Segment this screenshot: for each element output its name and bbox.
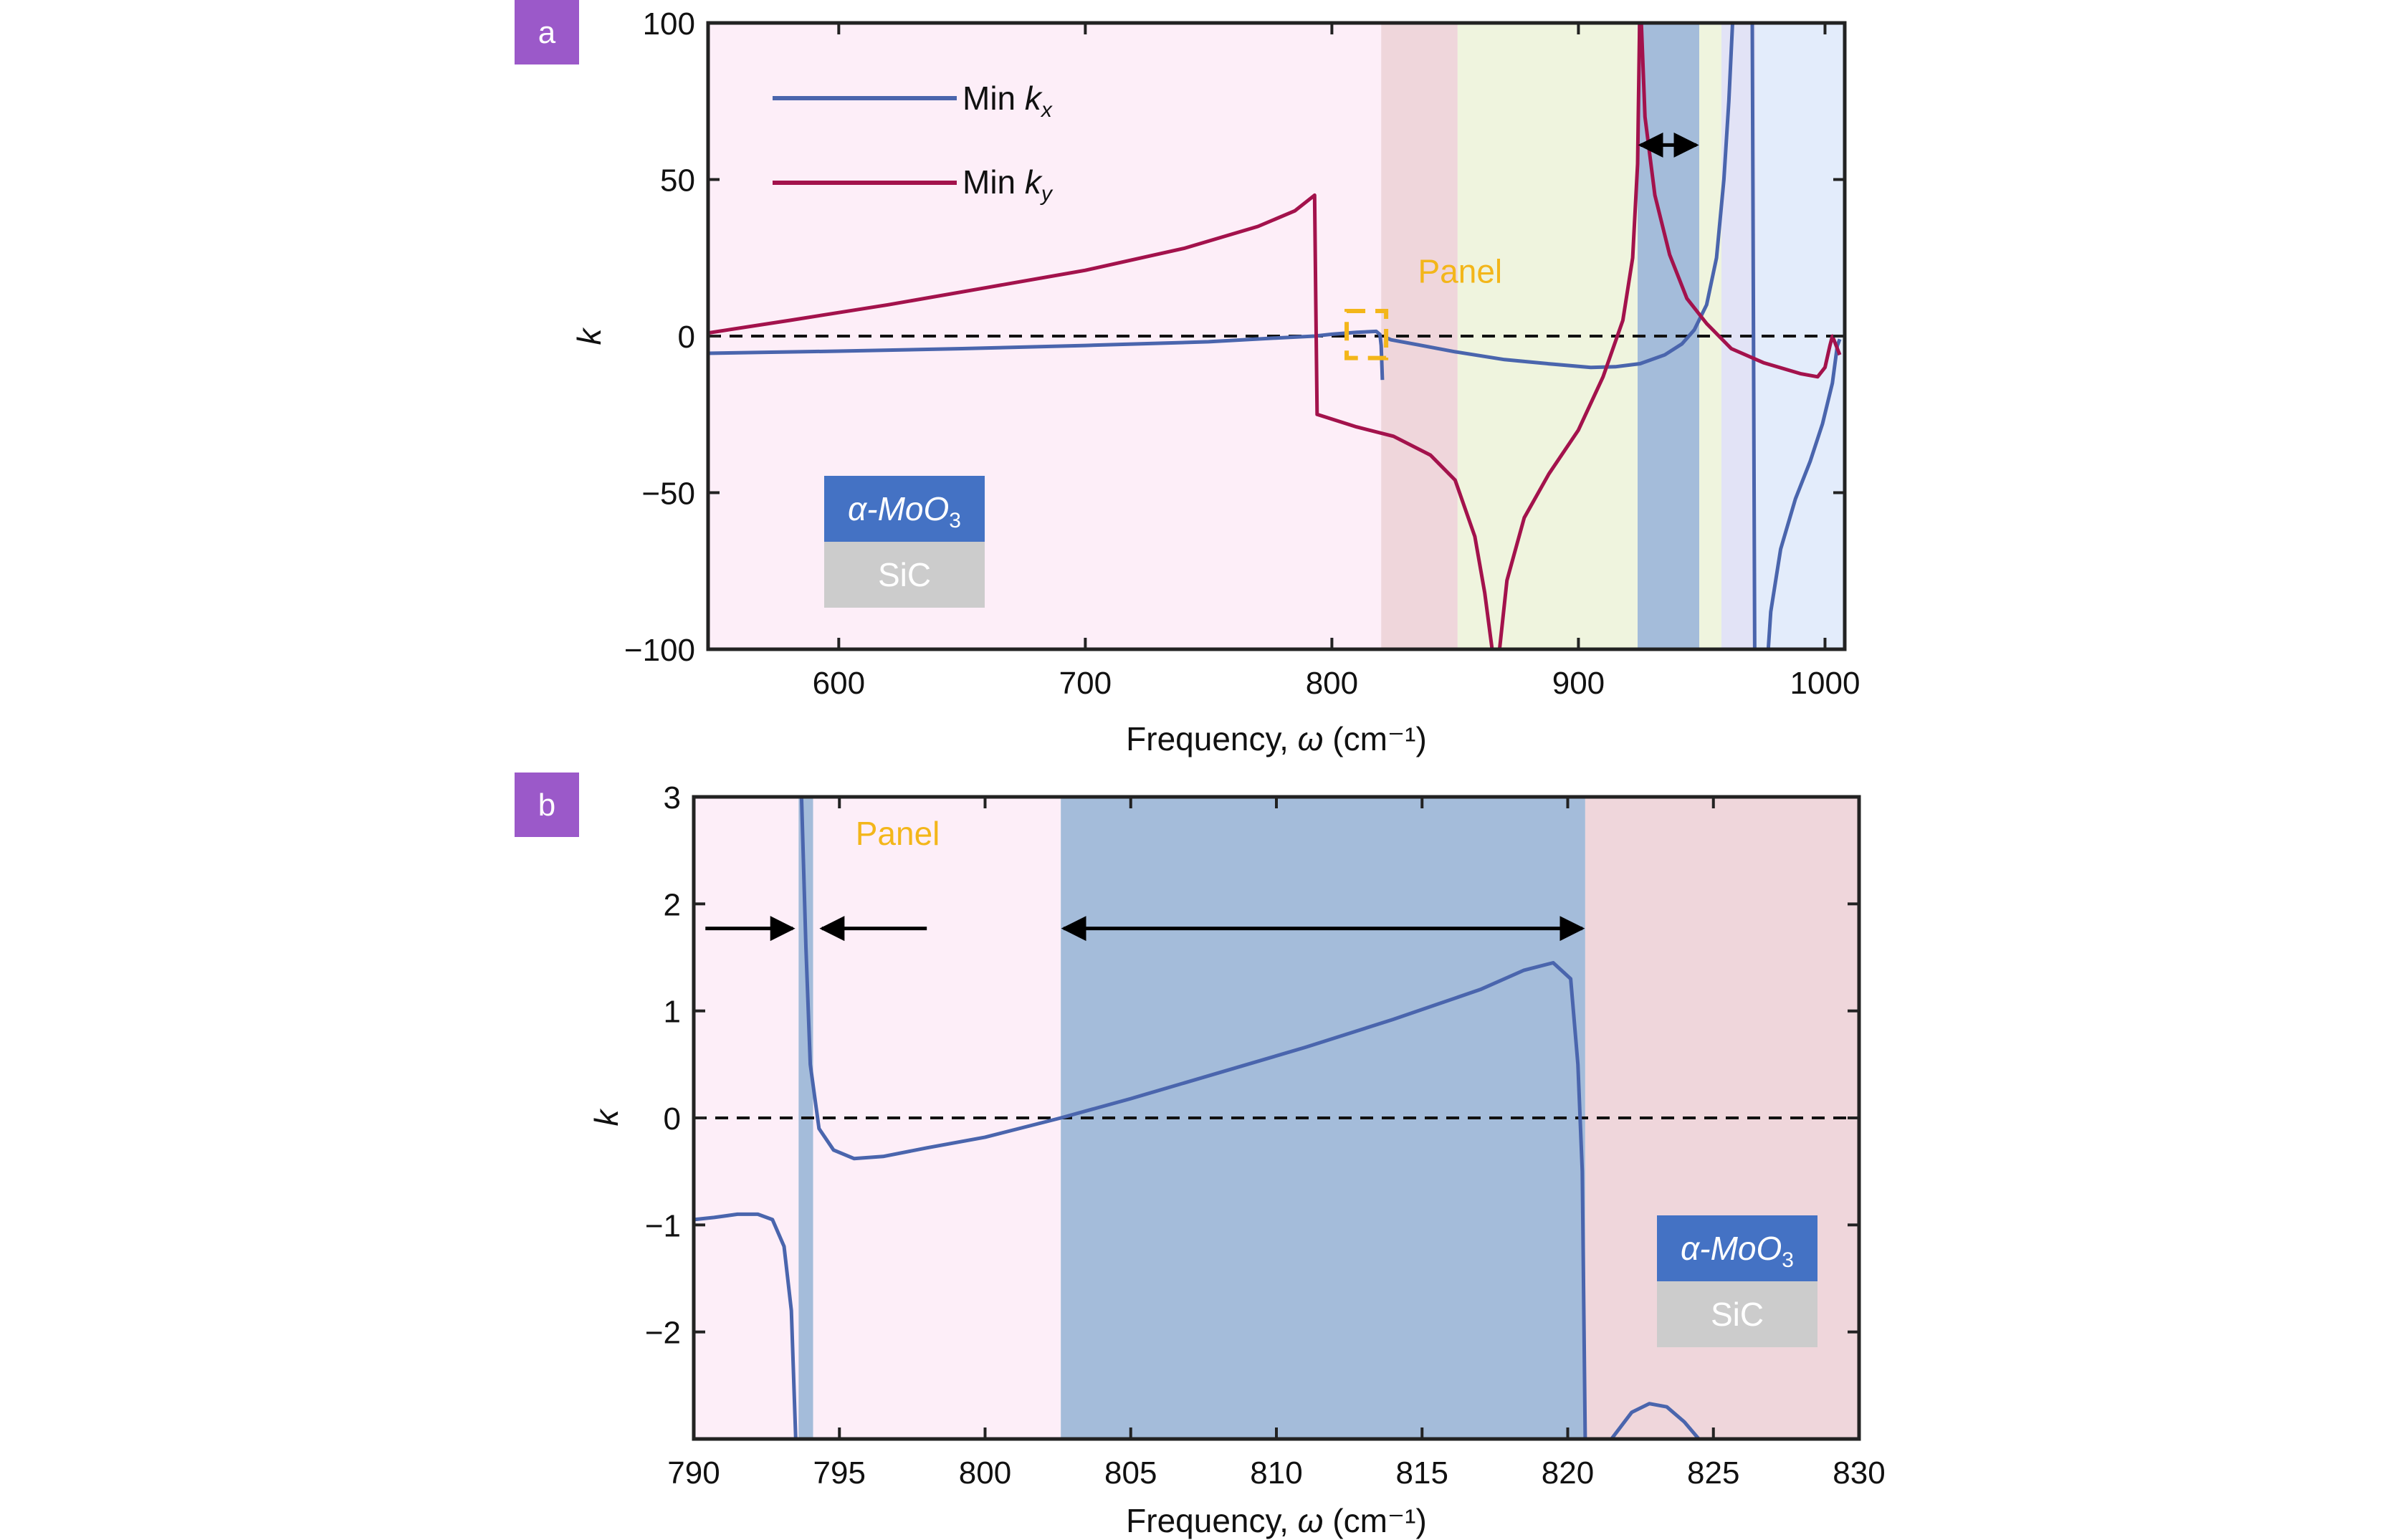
legend-label-ky: Min ky bbox=[962, 163, 1054, 206]
panel-label-b: b bbox=[538, 788, 555, 823]
x-tick-label: 815 bbox=[1396, 1455, 1448, 1491]
series-line-kx-segment-3 bbox=[1748, 23, 1757, 649]
x-axis-label-b: Frequency, ω (cm⁻¹) bbox=[1126, 1502, 1427, 1539]
series-line-ky-segment-1 bbox=[708, 193, 1494, 649]
material-top-swatch-a bbox=[824, 476, 985, 542]
annotations-b: Panel bbox=[705, 815, 1585, 942]
series-line-kx-segment-3 bbox=[1610, 1402, 1701, 1439]
y-tick-label: 100 bbox=[643, 6, 695, 42]
x-tick-label: 700 bbox=[1059, 666, 1112, 701]
material-top-label-a: α-MoO3 bbox=[848, 490, 961, 532]
material-bottom-swatch-b bbox=[1657, 1281, 1817, 1347]
x-tick-label: 830 bbox=[1833, 1455, 1885, 1491]
y-tick-label: 50 bbox=[660, 163, 695, 199]
x-tick-label: 810 bbox=[1250, 1455, 1302, 1491]
data-series-b bbox=[694, 797, 1701, 1439]
y-axis-label-a: k bbox=[570, 327, 608, 345]
material-top-label-b: α-MoO3 bbox=[1681, 1230, 1794, 1272]
y-axis-label-b: k bbox=[588, 1109, 625, 1127]
material-bottom-label-a: SiC bbox=[878, 556, 931, 593]
panel-annotation-text: Panel bbox=[1418, 253, 1502, 290]
legend-label-kx: Min kx bbox=[962, 80, 1053, 122]
zoom-region-dashed-box bbox=[1344, 309, 1389, 360]
annotations-a: Panel bbox=[1344, 132, 1699, 360]
legend-a: Min kx Min ky bbox=[773, 80, 1054, 206]
y-tick-label: 0 bbox=[664, 1101, 681, 1137]
material-bottom-label-b: SiC bbox=[1711, 1296, 1764, 1333]
chart-panel-a: 600 700 800 900 1000 −100 −50 0 50 100 a Frequenc… bbox=[515, 0, 1860, 757]
y-tick-label: −1 bbox=[645, 1208, 681, 1243]
axis-ticks-a: 600 700 800 900 1000 −100 −50 0 50 100 bbox=[624, 6, 1860, 701]
material-bottom-swatch-a bbox=[824, 542, 985, 608]
panel-label-badge-a bbox=[515, 0, 579, 64]
x-tick-label: 900 bbox=[1552, 666, 1605, 701]
series-line-kx-segment-4 bbox=[1766, 338, 1842, 649]
y-tick-label: −2 bbox=[645, 1316, 681, 1351]
y-tick-label: 2 bbox=[664, 887, 681, 922]
panel-annotation-text: Panel bbox=[856, 815, 940, 852]
x-axis-label-a: Frequency, ω (cm⁻¹) bbox=[1126, 720, 1427, 757]
x-tick-label: 1000 bbox=[1790, 666, 1860, 701]
series-line-ky-segment-2 bbox=[1497, 23, 1642, 649]
axis-ticks-b: 790 795 800 805 810 815 820 825 830 −2 −1 0 1 2 3 bbox=[645, 780, 1886, 1491]
y-tick-label: 1 bbox=[664, 995, 681, 1030]
series-line-kx-segment-1 bbox=[694, 1212, 798, 1439]
series-line-kx-segment-2 bbox=[1385, 23, 1734, 370]
series-line-kx-segment-2 bbox=[799, 797, 1587, 1439]
x-tick-label: 800 bbox=[959, 1455, 1011, 1491]
series-line-ky-segment-3 bbox=[1639, 23, 1842, 379]
x-tick-label: 790 bbox=[667, 1455, 720, 1491]
x-tick-label: 600 bbox=[813, 666, 865, 701]
y-tick-label: −100 bbox=[624, 633, 695, 668]
x-tick-label: 795 bbox=[813, 1455, 866, 1491]
data-series-a bbox=[708, 23, 1842, 649]
y-tick-label: 3 bbox=[664, 780, 681, 816]
x-tick-label: 805 bbox=[1104, 1455, 1157, 1491]
y-tick-label: −50 bbox=[641, 477, 695, 512]
panel-label-a: a bbox=[538, 15, 556, 50]
x-tick-label: 800 bbox=[1306, 666, 1358, 701]
chart-panel-b: 790 795 800 805 810 815 820 825 830 −2 −1 0 1 2 3 b Fr… bbox=[515, 773, 1886, 1539]
material-top-swatch-b bbox=[1657, 1215, 1817, 1281]
material-stack-a: α-MoO3 SiC bbox=[824, 476, 985, 608]
x-tick-label: 820 bbox=[1542, 1455, 1594, 1491]
panel-label-badge-b bbox=[515, 773, 579, 837]
y-tick-label: 0 bbox=[678, 320, 695, 355]
material-stack-b: α-MoO3 SiC bbox=[1657, 1215, 1817, 1347]
x-tick-label: 825 bbox=[1687, 1455, 1739, 1491]
